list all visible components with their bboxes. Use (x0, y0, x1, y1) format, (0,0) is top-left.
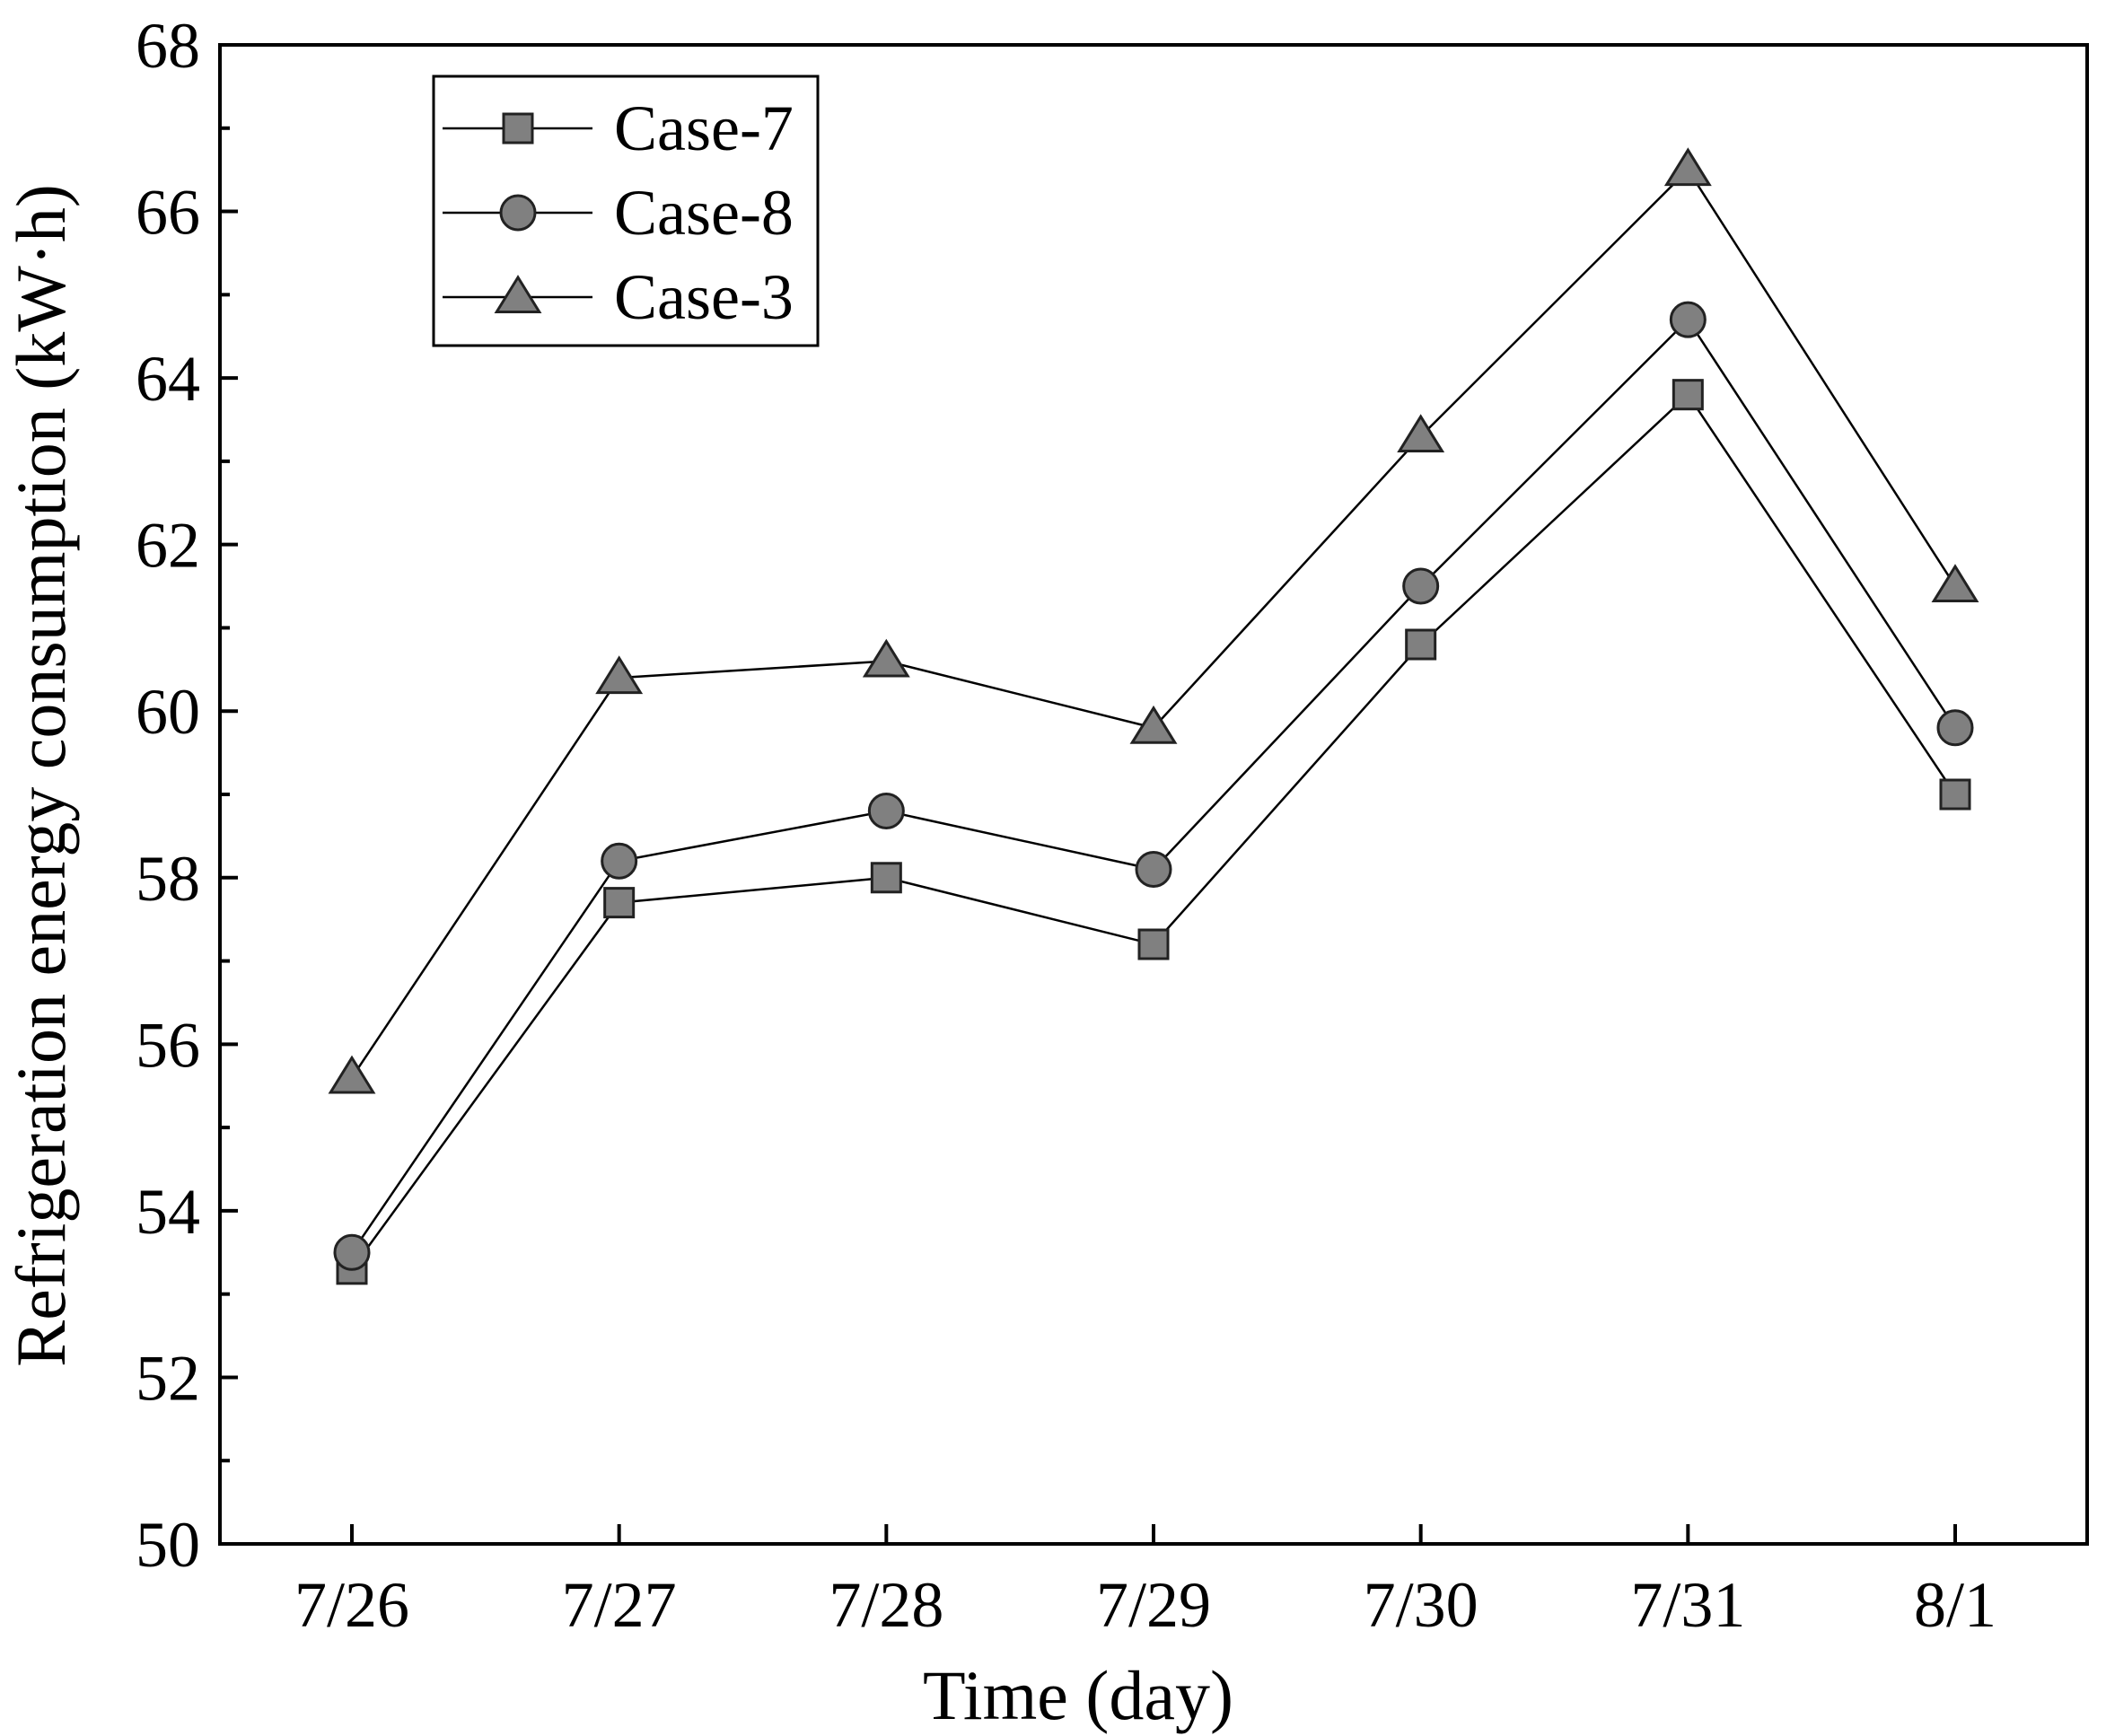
data-point (328, 1055, 376, 1094)
y-tick-label: 60 (136, 676, 200, 748)
data-point (1402, 567, 1440, 605)
series-case-8 (333, 301, 1974, 1271)
data-point (862, 638, 910, 678)
legend-item-case-3: Case-3 (443, 261, 794, 333)
legend: Case-7 Case-8 Case-3 (432, 75, 820, 347)
legend-marker-triangle (494, 275, 542, 313)
legend-marker-square (502, 112, 534, 145)
x-axis-title: Time (day) (923, 1656, 1233, 1734)
y-tick-label: 54 (136, 1176, 200, 1248)
legend-item-case-8: Case-8 (443, 177, 794, 249)
y-tick-label: 56 (136, 1009, 200, 1081)
data-point (1397, 414, 1445, 453)
series-case-3 (328, 147, 1979, 1094)
data-point (1663, 147, 1712, 187)
data-point (1936, 709, 1974, 747)
data-point (603, 887, 636, 919)
y-axis-ticks: 50 52 54 56 58 60 62 64 66 68 (136, 10, 238, 1581)
x-tick-label: 7/28 (829, 1569, 943, 1641)
data-point (1405, 628, 1437, 661)
data-point (1939, 778, 1971, 811)
x-tick-label: 7/31 (1630, 1569, 1745, 1641)
legend-item-case-7: Case-7 (443, 92, 794, 164)
series-case-7 (336, 379, 1971, 1285)
legend-marker-circle (499, 194, 537, 232)
y-tick-label: 66 (136, 177, 200, 249)
series-layer (328, 147, 1979, 1285)
legend-label: Case-7 (614, 92, 794, 164)
data-point (1931, 564, 1979, 603)
y-tick-label: 52 (136, 1342, 200, 1414)
x-axis-ticks: 7/26 7/27 7/28 7/29 7/30 7/31 8/1 (294, 1524, 1996, 1641)
y-tick-label: 64 (136, 343, 200, 415)
data-point (867, 793, 905, 830)
legend-label: Case-3 (614, 261, 794, 333)
legend-box (432, 75, 820, 347)
plot-area-frame (218, 43, 2089, 1546)
data-point (595, 655, 644, 695)
data-point (870, 862, 902, 894)
data-point (333, 1233, 371, 1271)
x-tick-label: 8/1 (1914, 1569, 1996, 1641)
legend-label: Case-8 (614, 177, 794, 249)
x-tick-label: 7/26 (294, 1569, 409, 1641)
data-point (601, 842, 638, 880)
data-point (1672, 379, 1704, 411)
y-tick-label: 58 (136, 843, 200, 915)
x-tick-label: 7/30 (1364, 1569, 1479, 1641)
y-tick-label: 62 (136, 510, 200, 582)
y-axis-title: Refrigeration energy consumption (kW·h) (2, 184, 80, 1367)
x-tick-label: 7/29 (1096, 1569, 1211, 1641)
data-point (1137, 928, 1170, 960)
y-tick-label: 68 (136, 10, 200, 82)
data-point (1669, 301, 1707, 338)
x-tick-label: 7/27 (562, 1569, 677, 1641)
y-tick-label: 50 (136, 1509, 200, 1581)
data-point (1129, 705, 1178, 744)
data-point (1135, 851, 1172, 888)
